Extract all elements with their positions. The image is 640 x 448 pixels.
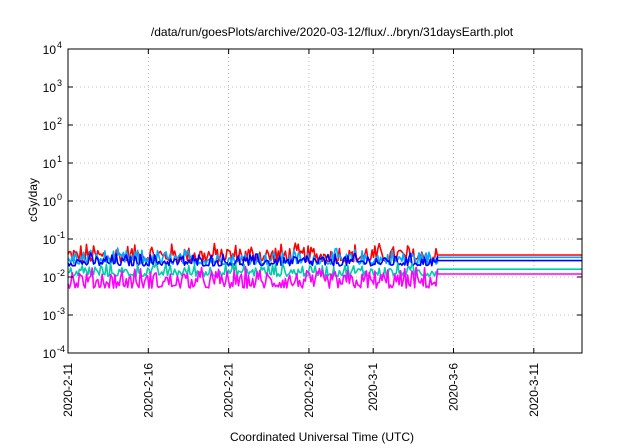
y-tick-label: 10 <box>43 309 57 323</box>
y-tick-label: 10 <box>43 347 57 361</box>
x-tick-label: 2020-3-1 <box>366 363 380 411</box>
x-tick-label: 2020-2-26 <box>302 363 316 418</box>
x-tick-label: 2020-3-11 <box>527 363 541 417</box>
y-tick-exponent: -1 <box>57 230 65 240</box>
y-tick-base: 10 <box>43 233 57 247</box>
series-line <box>67 252 582 267</box>
y-tick-exponent: 1 <box>57 154 62 164</box>
y-tick-exponent: 3 <box>57 78 62 88</box>
y-tick-base: 10 <box>43 119 57 133</box>
x-axis: 2020-2-11 2020-2-16 2020-2-21 2020-2-26 2020… <box>61 49 541 418</box>
y-tick-base: 10 <box>43 157 57 171</box>
series-line <box>67 262 582 278</box>
x-axis-label: Coordinated Universal Time (UTC) <box>230 430 414 444</box>
x-tick-label: 2020-2-16 <box>141 363 155 418</box>
y-tick-label: 10 <box>43 195 57 209</box>
series-line <box>67 265 582 289</box>
y-tick-base: 10 <box>43 271 57 285</box>
x-tick-label: 2020-2-11 <box>61 363 75 417</box>
y-tick-exponent: -4 <box>57 344 65 354</box>
y-tick-label: 10 <box>43 233 57 247</box>
y-tick-exponent: 0 <box>57 192 62 202</box>
chart-title: /data/run/goesPlots/archive/2020-03-12/f… <box>151 25 514 39</box>
x-tick-label: 2020-3-6 <box>447 363 461 411</box>
series-layer <box>67 242 582 289</box>
x-tick-label: 2020-2-21 <box>222 363 236 418</box>
y-tick-base: 10 <box>43 81 57 95</box>
y-tick-exponent: -3 <box>57 306 65 316</box>
y-tick-exponent: 4 <box>57 40 62 50</box>
y-tick-base: 10 <box>43 43 57 57</box>
y-tick-label: 10 <box>43 157 57 171</box>
y-tick-base: 10 <box>43 195 57 209</box>
y-axis-label: cGy/day <box>26 178 40 222</box>
y-tick-label: 10 <box>43 81 57 95</box>
y-tick-base: 10 <box>43 309 57 323</box>
grid <box>68 49 582 353</box>
y-tick-base: 10 <box>43 347 57 361</box>
y-tick-exponent: -2 <box>57 268 65 278</box>
y-tick-label: 10 <box>43 43 57 57</box>
y-tick-exponent: 2 <box>57 116 62 126</box>
y-tick-label: 10 <box>43 119 57 133</box>
y-tick-label: 10 <box>43 271 57 285</box>
